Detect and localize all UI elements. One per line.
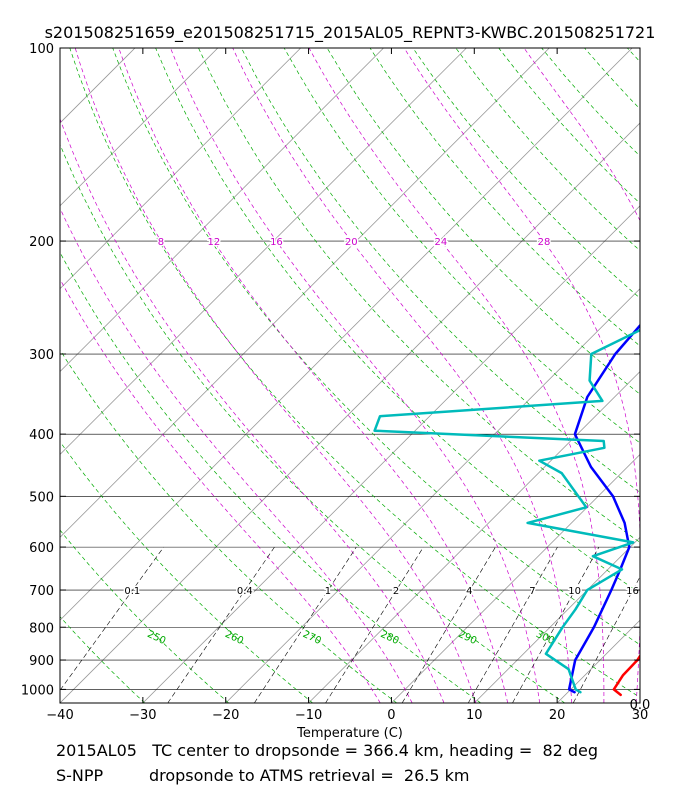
caption-line-1: 2015AL05 TC center to dropsonde = 366.4 …: [56, 741, 599, 760]
x-tick-label: −30: [129, 708, 156, 723]
moist-adiabat-line: [74, 48, 477, 703]
mixing-ratio-line: [512, 546, 600, 703]
y-tick-label: 600: [29, 541, 54, 556]
x-tick-label: 20: [549, 708, 566, 723]
mixing-ratio-label: 7: [529, 586, 535, 597]
dry-adiabat-line: [60, 143, 565, 703]
dry-adiabat-line: [69, 48, 640, 698]
mixing-ratio-line: [60, 546, 164, 691]
y-tick-label: 400: [29, 428, 54, 443]
mixing-ratio-label: 1: [325, 586, 331, 597]
isotherm-line: [142, 205, 640, 703]
mixing-ratio-label: 4: [466, 586, 472, 597]
y-tick-label: 100: [29, 42, 54, 57]
moist-adiabat-label: 16: [270, 237, 283, 248]
isotherm-line: [639, 702, 640, 703]
moist-adiabat-label: 20: [345, 237, 358, 248]
isotherm-line: [60, 48, 301, 290]
y-tick-label: 800: [29, 621, 54, 636]
mixing-ratio-label: 0.1: [124, 586, 140, 597]
moist-adiabat-line: [60, 278, 381, 703]
dry-adiabat-line: [326, 48, 640, 395]
moist-adiabat-line: [118, 48, 509, 703]
x-tick-label: 10: [466, 708, 483, 723]
corner-label: 0.0: [630, 698, 651, 713]
moist-adiabat-line: [170, 48, 541, 703]
isotherm-line: [225, 288, 640, 703]
dry-adiabat-label: 270: [301, 629, 323, 647]
mixing-ratio-label: 0.4: [237, 586, 253, 597]
dry-adiabat-label: 280: [379, 629, 401, 647]
moist-adiabat-label: 28: [538, 237, 551, 248]
chart-title: s201508251659_e201508251715_2015AL05_REP…: [45, 23, 656, 43]
x-axis-label: Temperature (C): [296, 726, 403, 741]
dry-adiabat-label: 290: [456, 629, 478, 647]
moist-adiabat-label: 24: [435, 237, 448, 248]
dry-adiabat-line: [241, 48, 640, 493]
x-tick-label: 0: [387, 708, 395, 723]
moist-adiabat-label: 12: [207, 237, 220, 248]
isotherm-line: [60, 48, 550, 538]
dry-adiabat-line: [60, 349, 398, 703]
isotherm-line: [0, 48, 52, 703]
dry-adiabat-line: [670, 48, 700, 703]
y-tick-label: 900: [29, 654, 54, 669]
dry-adiabat-line: [627, 48, 640, 63]
dry-adiabat-label: 250: [145, 629, 167, 647]
dry-adiabat-line: [198, 48, 640, 543]
mixing-ratio-line: [467, 546, 558, 703]
plot-frame: [59, 47, 641, 704]
dry-adiabat-line: [60, 529, 229, 703]
y-tick-label: 200: [29, 235, 54, 250]
dry-adiabat-line: [541, 48, 640, 157]
skewt-chart: s201508251659_e201508251715_2015AL05_REP…: [0, 23, 700, 741]
mixing-ratio-label: 16: [626, 586, 639, 597]
isotherm-line: [474, 536, 640, 703]
dry-adiabat-line: [60, 701, 61, 703]
isotherm-line: [60, 48, 136, 124]
x-tick-label: −10: [295, 708, 322, 723]
isotherm-line: [60, 48, 633, 621]
isotherm-line: [60, 48, 219, 207]
dry-adiabat-line: [60, 616, 145, 703]
y-tick-label: 300: [29, 348, 54, 363]
red-temperature-profile-line: [612, 653, 640, 697]
isotherm-line: [60, 48, 384, 373]
mixing-ratio-label: 10: [568, 586, 581, 597]
mixing-ratio-line: [572, 576, 640, 703]
dry-adiabat-line: [369, 48, 640, 347]
isotherm-line: [308, 371, 640, 703]
caption-line-2: S-NPP dropsonde to ATMS retrieval = 26.5…: [56, 766, 470, 785]
dry-adiabat-line: [60, 441, 313, 703]
y-tick-label: 1000: [21, 683, 54, 698]
dry-adiabat-line: [498, 48, 640, 204]
moist-adiabat-line: [232, 48, 573, 703]
dry-adiabat-line: [283, 48, 640, 444]
mixing-ratio-line: [325, 546, 424, 703]
dry-adiabat-label: 260: [223, 629, 245, 647]
x-tick-label: 30: [632, 708, 649, 723]
blue-dewpoint-profile-line: [567, 323, 640, 694]
mixing-ratio-label: 2: [393, 586, 399, 597]
mixing-ratio-line: [401, 546, 496, 703]
dry-adiabat-line: [112, 48, 640, 646]
isotherm-line: [391, 453, 640, 703]
isotherm-line: [60, 48, 467, 455]
dry-adiabat-line: [60, 251, 482, 703]
mixing-ratio-line: [254, 546, 357, 703]
moist-adiabat-line: [60, 117, 445, 703]
moist-adiabat-line: [60, 207, 413, 703]
dry-adiabat-line: [155, 48, 640, 594]
x-tick-label: −40: [46, 708, 73, 723]
moist-adiabat-label: 8: [158, 237, 164, 248]
moist-adiabat-label: 32: [643, 237, 656, 248]
isotherm-line: [60, 122, 640, 703]
cyan-dewpoint-profile-line: [373, 328, 640, 694]
x-tick-label: −20: [212, 708, 239, 723]
y-tick-label: 500: [29, 490, 54, 505]
y-tick-label: 700: [29, 584, 54, 599]
magenta-temperature-profile-line: [639, 659, 640, 662]
